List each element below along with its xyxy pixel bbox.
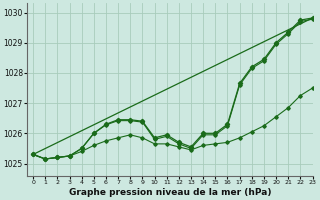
X-axis label: Graphe pression niveau de la mer (hPa): Graphe pression niveau de la mer (hPa) <box>68 188 271 197</box>
